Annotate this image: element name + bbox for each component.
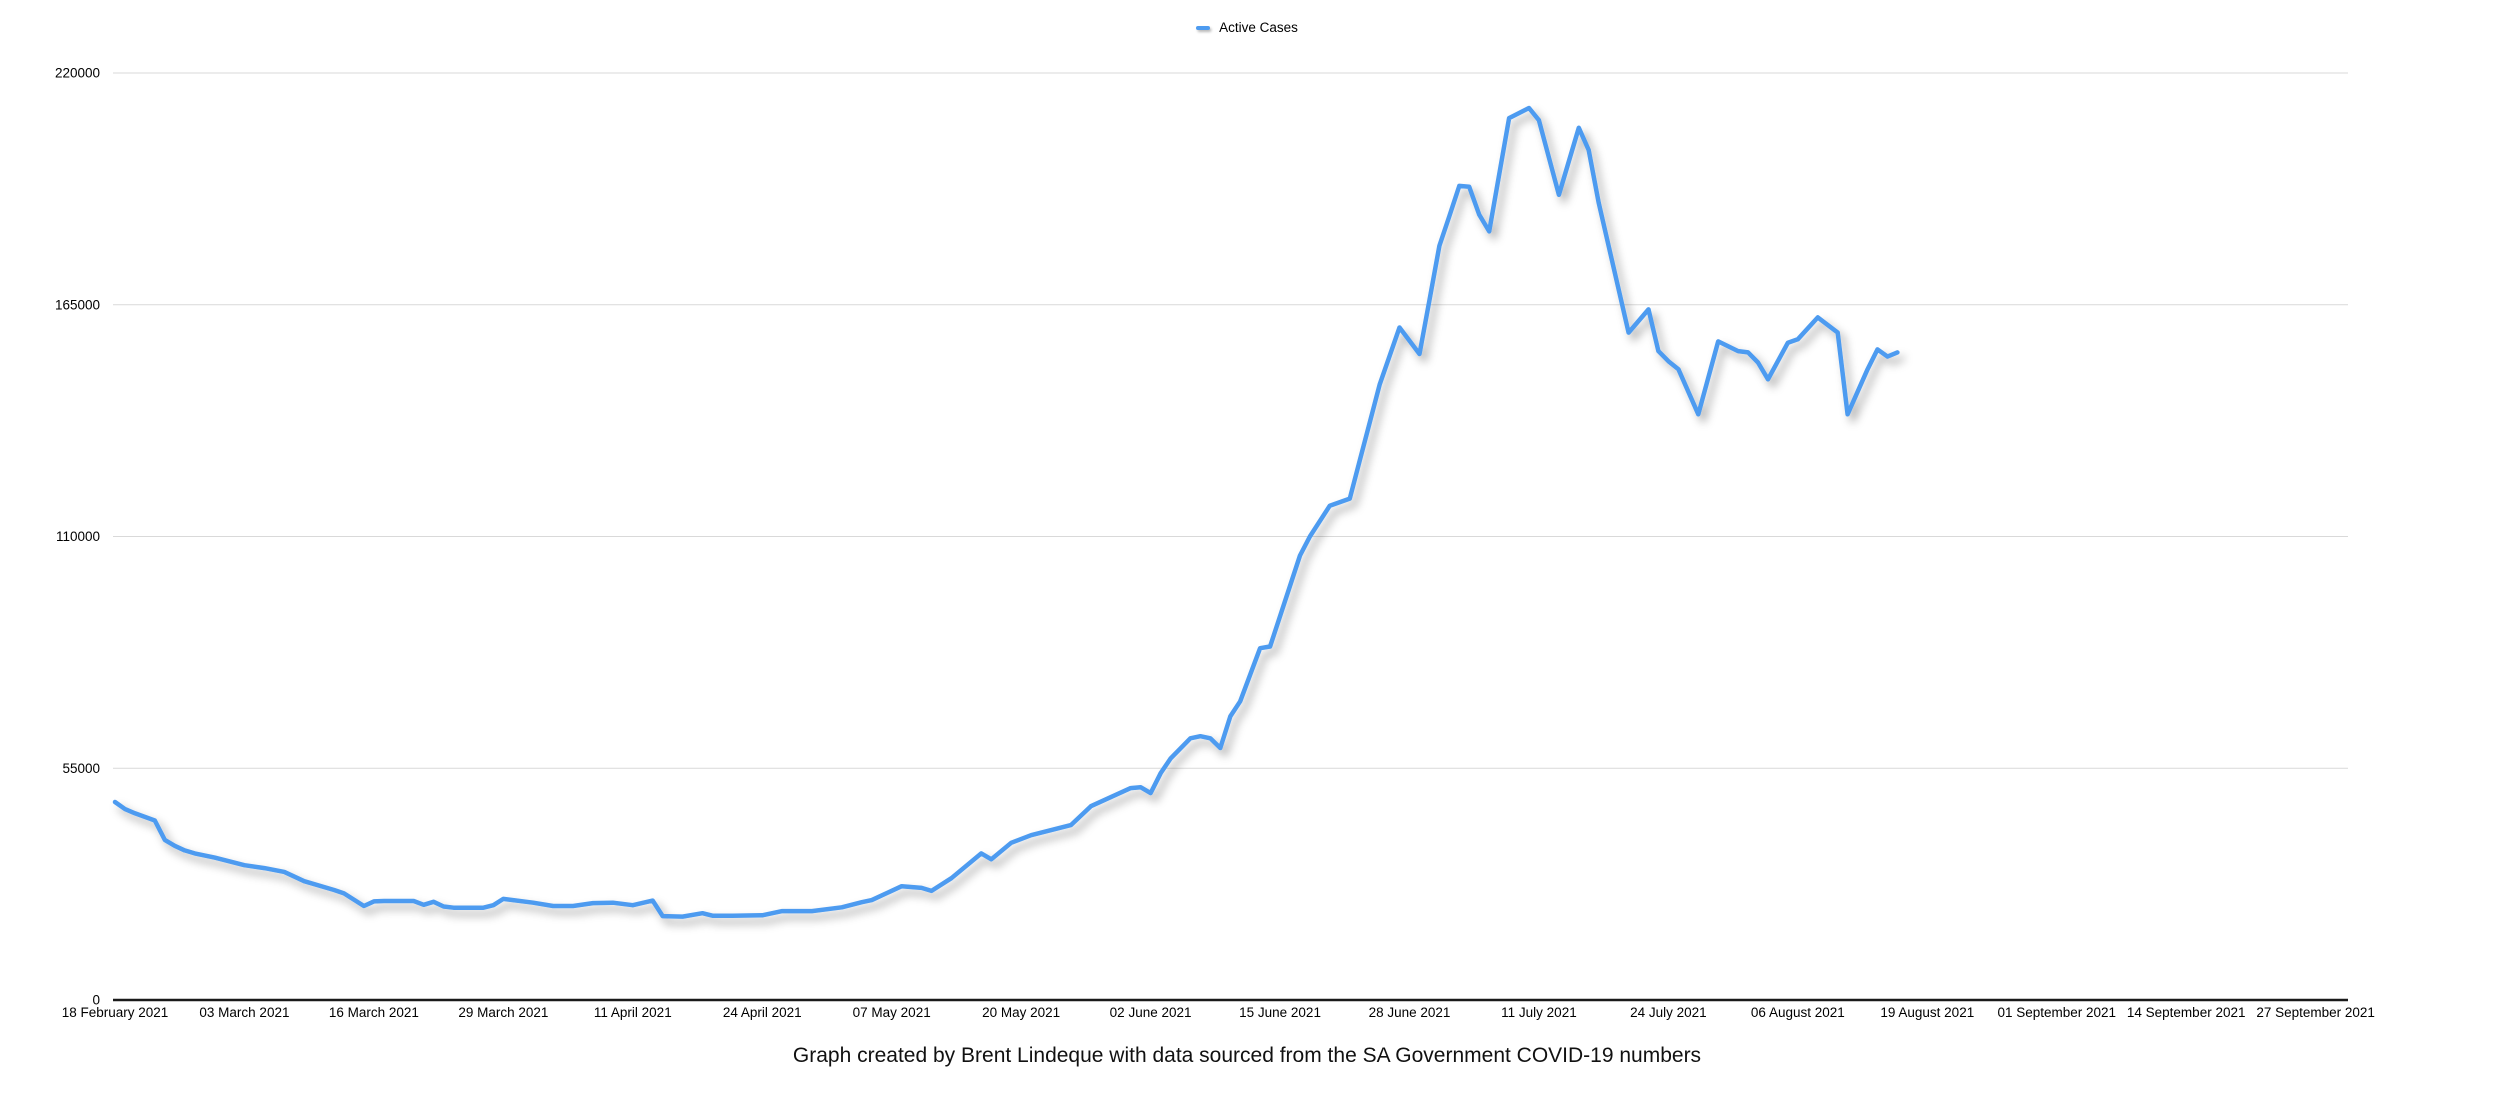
x-axis-label: 03 March 2021 <box>199 1005 289 1020</box>
x-axis-label: 11 April 2021 <box>594 1005 672 1020</box>
x-axis-label: 06 August 2021 <box>1751 1005 1845 1020</box>
x-axis-label: 28 June 2021 <box>1369 1005 1451 1020</box>
x-axis-label: 24 April 2021 <box>723 1005 802 1020</box>
chart-caption: Graph created by Brent Lindeque with dat… <box>792 1044 1702 1067</box>
gridlines <box>113 72 2348 1002</box>
x-axis-label: 16 March 2021 <box>329 1005 419 1020</box>
y-axis-labels: 0 55000 110000 165000 220000 <box>55 66 100 1008</box>
y-axis-label: 220000 <box>55 66 100 81</box>
x-axis-label: 14 September 2021 <box>2127 1005 2246 1020</box>
x-axis-label: 24 July 2021 <box>1630 1005 1707 1020</box>
series-line-active-cases <box>112 105 1900 919</box>
x-axis-label: 29 March 2021 <box>458 1005 548 1020</box>
x-axis-label: 02 June 2021 <box>1110 1005 1192 1020</box>
y-axis-label: 110000 <box>56 529 100 544</box>
x-axis-label: 11 July 2021 <box>1501 1005 1577 1020</box>
x-axis-label: 20 May 2021 <box>982 1005 1060 1020</box>
x-axis-label: 07 May 2021 <box>853 1005 931 1020</box>
x-axis-labels: 18 February 2021 03 March 2021 16 March 20… <box>62 1005 2375 1020</box>
y-axis-label: 55000 <box>62 761 100 776</box>
series-group <box>112 105 1900 919</box>
x-axis-label: 15 June 2021 <box>1239 1005 1321 1020</box>
x-axis-label: 19 August 2021 <box>1880 1005 1974 1020</box>
x-axis-label: 18 February 2021 <box>62 1005 169 1020</box>
y-axis-label: 0 <box>92 993 100 1008</box>
y-axis-label: 165000 <box>55 297 100 312</box>
x-axis-label: 01 September 2021 <box>1997 1005 2116 1020</box>
x-axis-label: 27 September 2021 <box>2256 1005 2375 1020</box>
